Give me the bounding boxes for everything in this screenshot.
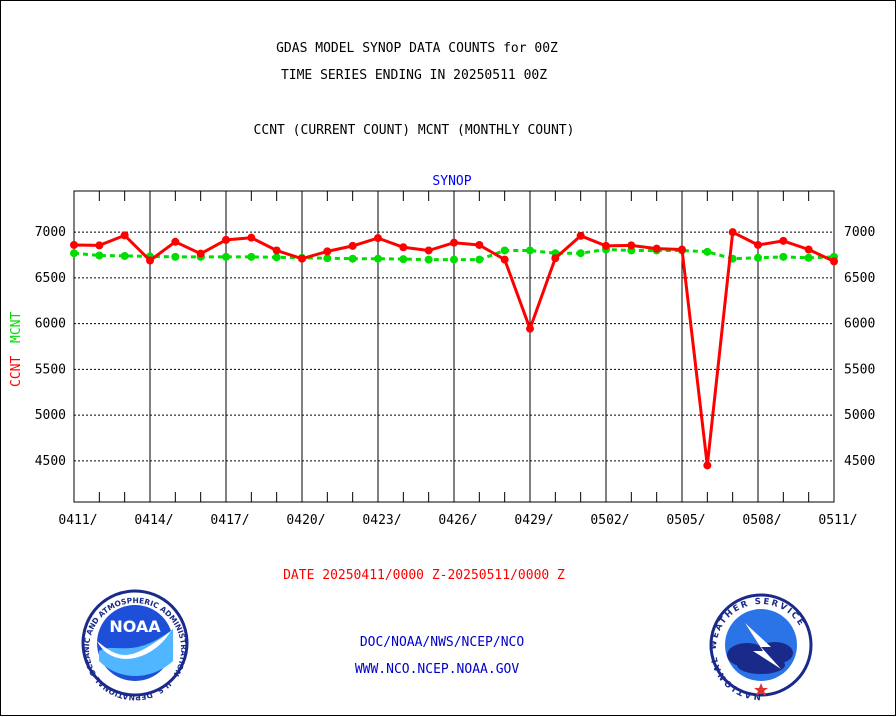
ccnt-point [526, 324, 534, 333]
grid [74, 191, 834, 502]
plot-area: 4500 5000 5500 6000 6500 7000 4500 5000 5500 600… [35, 190, 875, 528]
ccnt-point [298, 254, 306, 263]
ccnt-point [779, 236, 788, 245]
ccnt-point [804, 245, 813, 254]
ccnt-point [450, 238, 458, 247]
mcnt-point [70, 249, 78, 258]
y-axis-label-mcnt: MCNT [9, 312, 24, 343]
y-tick-label-right: 4500 [844, 454, 875, 469]
y-tick-label-left: 7000 [35, 225, 66, 240]
lightning-icon [745, 623, 781, 669]
mcnt-point [526, 246, 534, 255]
ccnt-point [272, 246, 281, 255]
y-tick-label-right: 5000 [844, 408, 875, 423]
x-tick-label: 0502/ [590, 513, 629, 528]
ccnt-point [703, 461, 712, 470]
mcnt-point [779, 252, 788, 261]
series-ccnt [70, 228, 838, 470]
ccnt-point [627, 241, 636, 250]
chart-title-line1: GDAS MODEL SYNOP DATA COUNTS for 00Z [276, 41, 558, 56]
website-link[interactable]: WWW.NCO.NCEP.NOAA.GOV [355, 662, 520, 677]
ccnt-point [475, 240, 484, 249]
mcnt-point [95, 251, 104, 260]
x-tick-label: 0414/ [134, 513, 173, 528]
mcnt-point [120, 251, 129, 260]
y-axis-title: CCNT MCNT [9, 312, 24, 387]
noaa-logo: NATIONAL OCEANIC AND ATMOSPHERIC ADMINIS… [1, 1, 189, 702]
ccnt-point [323, 247, 332, 256]
mcnt-point [399, 255, 408, 264]
mcnt-point [450, 255, 458, 264]
noaa-center-text: NOAA [109, 617, 161, 636]
y-tick-label-left: 5500 [35, 362, 66, 377]
star-icon [754, 683, 768, 696]
x-tick-label: 0429/ [514, 513, 553, 528]
ccnt-point [678, 245, 686, 254]
ccnt-point [551, 254, 560, 263]
ccnt-point [652, 244, 661, 253]
x-tick-label: 0411/ [58, 513, 97, 528]
y-tick-labels-left: 4500 5000 5500 6000 6500 7000 [35, 225, 66, 469]
x-tick-label: 0426/ [438, 513, 477, 528]
ccnt-point [830, 257, 838, 266]
x-tick-label: 0505/ [666, 513, 705, 528]
chart-subtitle: CCNT (CURRENT COUNT) MCNT (MONTHLY COUNT… [254, 123, 575, 138]
plot-title: SYNOP [432, 174, 471, 189]
y-tick-labels-right: 4500 5000 5500 6000 6500 7000 [844, 225, 875, 469]
mcnt-point [222, 252, 230, 261]
mcnt-point [424, 255, 433, 264]
mcnt-point [500, 246, 509, 255]
mcnt-point [475, 255, 484, 264]
ccnt-point [70, 240, 78, 249]
noaa-bird-icon [97, 631, 171, 659]
date-range: DATE 20250411/0000 Z-20250511/0000 Z [283, 568, 565, 583]
ccnt-point [374, 234, 382, 243]
y-tick-label-left: 4500 [35, 454, 66, 469]
y-tick-label-left: 6000 [35, 317, 66, 332]
ccnt-point [196, 249, 205, 258]
y-tick-label-right: 5500 [844, 362, 875, 377]
ccnt-point [602, 241, 610, 250]
mcnt-point [348, 254, 357, 263]
ccnt-point [171, 237, 180, 246]
ccnt-point [576, 231, 585, 240]
ccnt-point [222, 235, 230, 244]
ccnt-point [146, 256, 154, 265]
y-axis-label-ccnt: CCNT [9, 356, 24, 387]
mcnt-point [374, 254, 382, 263]
y-tick-label-right: 6500 [844, 271, 875, 286]
y-tick-label-left: 5000 [35, 408, 66, 423]
ccnt-point [95, 241, 104, 250]
x-tick-label: 0423/ [362, 513, 401, 528]
org-path: DOC/NOAA/NWS/NCEP/NCO [360, 635, 525, 650]
ccnt-point [247, 233, 256, 242]
x-tick-label: 0511/ [818, 513, 857, 528]
x-tick-label: 0420/ [286, 513, 325, 528]
ccnt-point [120, 231, 129, 240]
chart-title-line2: TIME SERIES ENDING IN 20250511 00Z [281, 68, 547, 83]
ccnt-point [424, 246, 433, 255]
mcnt-point [576, 249, 585, 258]
ccnt-point [348, 241, 357, 250]
x-tick-label: 0417/ [210, 513, 249, 528]
mcnt-point [754, 253, 762, 262]
mcnt-point [323, 254, 332, 263]
mcnt-point [247, 252, 256, 261]
y-tick-label-right: 6000 [844, 317, 875, 332]
mcnt-point [272, 253, 281, 262]
ccnt-point [500, 255, 509, 264]
mcnt-point [703, 247, 712, 256]
x-tick-label: 0508/ [742, 513, 781, 528]
y-tick-label-left: 6500 [35, 271, 66, 286]
mcnt-point [171, 252, 180, 261]
ccnt-point [754, 240, 762, 249]
x-tick-labels: 0411/0414/0417/0420/0423/0426/0429/0502/… [58, 513, 857, 528]
nws-logo: NATIONAL WEATHER SERVICE [709, 593, 813, 701]
mcnt-point [804, 253, 813, 262]
ccnt-point [728, 228, 737, 237]
y-tick-label-right: 7000 [844, 225, 875, 240]
ccnt-point [399, 243, 408, 252]
